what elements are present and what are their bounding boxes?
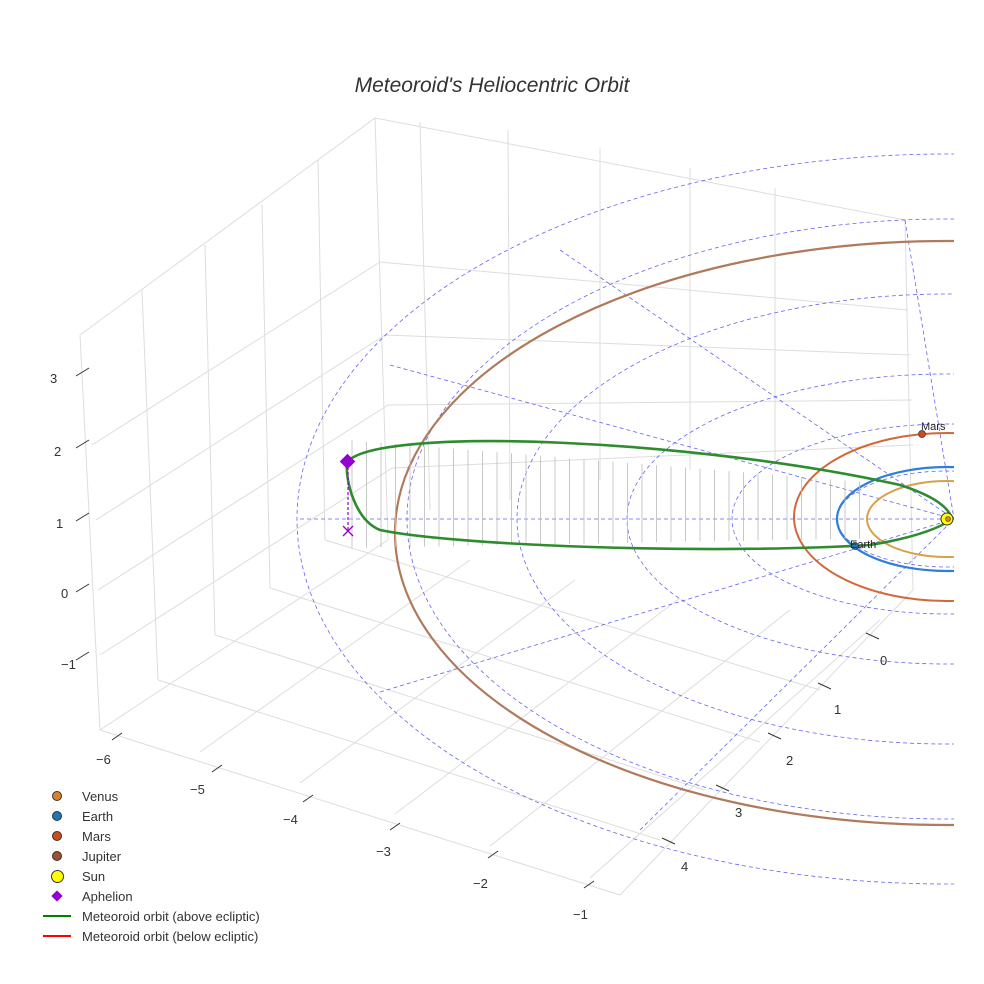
sun-legend-marker [50,869,64,883]
legend-label: Earth [82,808,114,824]
grid-floor [99,539,914,896]
earth-marker [851,542,859,550]
legend-item-earth[interactable]: Earth [38,806,260,826]
jupiter-legend-marker [52,851,62,861]
z-tick: −1 [61,657,76,672]
venus-marker [945,516,951,522]
x-tick: −3 [376,844,391,859]
legend-item-sun[interactable]: Sun [38,866,260,886]
aphelion-legend-marker [51,890,63,902]
mars-label: Mars [921,421,946,433]
x-tick: −6 [96,752,111,767]
meteoroid-orbit-above [345,439,954,551]
legend-label: Venus [82,788,119,804]
mars-marker [918,430,926,438]
mars-legend-marker [52,831,62,841]
y-tick: 0 [880,653,887,668]
z-tick: 2 [54,444,61,459]
legend-label: Jupiter [82,848,122,864]
y-axis-ticks: 0 1 2 3 4 [681,653,887,874]
y-tick: 2 [786,753,793,768]
venus-legend-marker [52,791,62,801]
earth-orbit [835,465,954,573]
legend: Venus Earth Mars Jupiter Sun Aphelion Me… [38,786,260,946]
orbit-below-legend-line [43,935,71,937]
y-tick: 4 [681,859,688,874]
earth-label: Earth [850,539,876,551]
legend-label: Meteoroid orbit (below ecliptic) [82,928,259,944]
legend-label: Meteoroid orbit (above ecliptic) [82,908,260,924]
meteoroid-orbit [345,439,954,551]
planet-markers: Earth Mars [850,421,954,551]
x-tick: −4 [283,812,298,827]
chart-title: Meteoroid's Heliocentric Orbit [354,74,630,97]
legend-item-mars[interactable]: Mars [38,826,260,846]
y-tick: 1 [834,702,841,717]
ecliptic-grid [296,153,954,885]
aphelion-projection-marker [342,525,354,537]
grid-walls [79,117,914,731]
venus-orbit [866,480,954,558]
legend-item-venus[interactable]: Venus [38,786,260,806]
mars-orbit [793,432,954,602]
legend-item-orbit-above[interactable]: Meteoroid orbit (above ecliptic) [38,906,260,926]
legend-item-aphelion[interactable]: Aphelion [38,886,260,906]
legend-item-jupiter[interactable]: Jupiter [38,846,260,866]
z-tick: 0 [61,586,68,601]
legend-label: Sun [82,868,106,884]
z-tick: 3 [50,371,57,386]
legend-label: Mars [82,828,111,844]
x-tick: −2 [473,876,488,891]
x-axis-ticks: −6 −5 −4 −3 −2 −1 [96,752,588,922]
legend-label: Aphelion [82,888,133,904]
orbit-above-legend-line [43,915,71,917]
x-tick: −5 [190,782,205,797]
orbit-droplines [351,440,860,548]
x-tick: −1 [573,907,588,922]
z-axis-ticks: −1 0 1 2 3 [50,371,76,672]
axis-tick-marks [75,367,880,889]
y-tick: 3 [735,805,742,820]
earth-legend-marker [52,811,62,821]
z-tick: 1 [56,516,63,531]
legend-item-orbit-below[interactable]: Meteoroid orbit (below ecliptic) [38,926,260,946]
